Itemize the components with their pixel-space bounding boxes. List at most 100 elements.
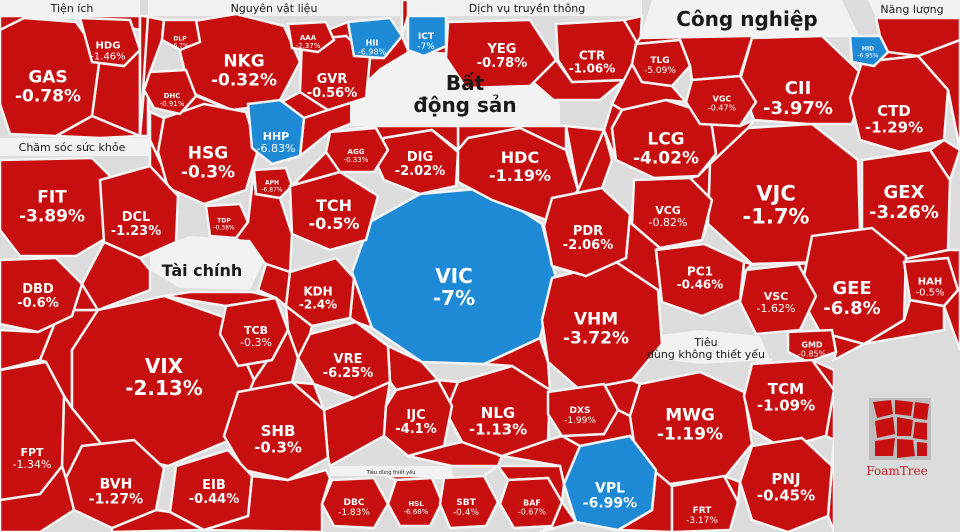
stock-cell-hid[interactable] <box>848 34 890 68</box>
stock-cell-pnj[interactable] <box>738 436 834 532</box>
stock-cell-dbd[interactable] <box>0 256 84 334</box>
stock-ticker: KDH <box>303 284 332 298</box>
stock-ticker: DLP <box>173 36 187 43</box>
stock-cell-vhm[interactable] <box>540 260 664 392</box>
stock-ticker: FIT <box>37 188 67 208</box>
stock-cell-dbc[interactable] <box>320 476 390 530</box>
stock-ticker: YEG <box>487 42 517 57</box>
stock-ticker: ICT <box>418 32 435 42</box>
stock-ticker: GMD <box>801 341 823 350</box>
stock-ticker: DXS <box>570 406 591 416</box>
stock-cell-dxs[interactable] <box>546 382 620 438</box>
stock-cell-sbt[interactable] <box>438 474 500 530</box>
sector-banner <box>0 0 140 16</box>
stock-change: -6.68% <box>404 508 429 516</box>
stock-cell-agg[interactable] <box>324 126 390 174</box>
stock-cell-shb[interactable] <box>222 380 330 482</box>
stock-cell-aaa[interactable] <box>286 20 336 54</box>
stock-change: -6.87% <box>261 186 283 193</box>
sector-banner <box>868 0 960 18</box>
stock-change: -6.98% <box>358 47 387 56</box>
stock-ticker: SBT <box>456 498 476 508</box>
stock-cell-tcb[interactable] <box>218 296 290 368</box>
stock-ticker: VPL <box>595 480 625 496</box>
stock-ticker: VIX <box>145 354 184 378</box>
stock-change: -1.83% <box>338 508 370 518</box>
stock-cell-tlg[interactable] <box>630 38 692 88</box>
stock-cell-ctd[interactable] <box>848 54 950 154</box>
stock-cell-vcg[interactable] <box>630 176 714 250</box>
stock-ticker: PC1 <box>687 264 713 278</box>
stock-cell-ict[interactable] <box>406 14 448 58</box>
stock-cell-dlp[interactable] <box>160 18 202 52</box>
stock-cell-dhc[interactable] <box>142 68 198 116</box>
stock-change: -4.02% <box>633 148 699 168</box>
stock-cell-vix[interactable] <box>70 294 256 468</box>
stock-cell-fpt[interactable] <box>0 360 66 502</box>
sector-label: Chăm sóc sức khỏe <box>19 141 126 154</box>
stock-change: -3.89% <box>19 206 85 226</box>
foamtree-logo: FoamTree <box>834 360 960 532</box>
stock-ticker: PNJ <box>771 470 800 488</box>
stock-cell-dcl[interactable] <box>98 164 180 260</box>
sector-label: Tiện ích <box>50 2 94 15</box>
stock-cell-yeg[interactable] <box>444 18 558 90</box>
stock-ticker: VGC <box>713 95 732 104</box>
small-stock-cell <box>203 468 332 532</box>
stock-change: -0.78% <box>15 86 81 106</box>
stock-cell-vgc[interactable] <box>684 74 758 128</box>
stock-cell-hsl[interactable] <box>386 476 444 528</box>
stock-ticker: TDP <box>217 218 231 225</box>
stock-ticker: IJC <box>406 408 425 423</box>
stock-ticker: VRE <box>334 352 363 367</box>
sector-label: Nguyên vật liệu <box>231 2 318 15</box>
stock-cell-frt[interactable] <box>670 474 740 532</box>
small-stock-cell <box>163 290 277 308</box>
stock-cell-hii[interactable] <box>346 16 404 60</box>
stock-ticker: EIB <box>202 478 226 493</box>
stock-ticker: AGG <box>348 148 365 156</box>
stock-change: -0.5% <box>308 214 359 233</box>
stock-ticker: SHB <box>261 422 296 440</box>
stock-cell-gas[interactable] <box>0 16 102 138</box>
stock-change: -0.45% <box>757 486 815 504</box>
small-stock-cell <box>256 262 292 309</box>
stock-cell-fit[interactable] <box>0 156 122 258</box>
stock-cell-pdr[interactable] <box>542 186 632 278</box>
stock-cell-vsc[interactable] <box>738 262 818 336</box>
stock-ticker: FRT <box>693 506 713 516</box>
stock-cell-baf[interactable] <box>498 476 564 530</box>
stock-cell-hdg[interactable] <box>78 16 142 68</box>
stock-cell-lcg[interactable] <box>610 98 718 180</box>
stock-ticker: AAA <box>300 34 317 42</box>
stock-cell-hhp[interactable] <box>246 98 306 166</box>
stock-cell-vre[interactable] <box>296 320 392 400</box>
stock-cell-ctr[interactable] <box>554 18 642 84</box>
stock-cell-hah[interactable] <box>902 256 960 308</box>
stock-change: -0.78% <box>477 56 528 71</box>
stock-cell-bvh[interactable] <box>64 438 166 530</box>
sector-label: Dịch vụ truyền thông <box>469 2 586 15</box>
stock-cell-eib[interactable] <box>168 448 254 532</box>
stock-cell-mwg[interactable] <box>628 370 754 486</box>
stock-cell-aph[interactable] <box>252 166 294 200</box>
stock-ticker: HDC <box>501 148 539 167</box>
stock-change: -0.91% <box>160 100 185 108</box>
stock-cell-tdp[interactable] <box>204 202 250 240</box>
stock-cell-kdh[interactable] <box>284 256 356 328</box>
foamtree-logo-icon <box>869 398 931 460</box>
stock-ticker: HAH <box>918 277 942 288</box>
stock-ticker: DIG <box>407 150 433 165</box>
stock-cell-hsg[interactable] <box>156 102 260 206</box>
stock-change: -3.97% <box>763 98 833 119</box>
stock-change: -5.09% <box>644 66 676 76</box>
stock-change: -0.56% <box>307 86 358 101</box>
stock-ticker: NKG <box>223 52 264 72</box>
stock-change: -1.99% <box>564 416 596 426</box>
sector-label: Tiêu dùng thiết yếu <box>366 469 416 476</box>
stock-cell-gmd[interactable] <box>786 328 838 364</box>
stock-cell-vpl[interactable] <box>562 434 658 532</box>
stock-change: -2.4% <box>299 298 337 312</box>
stock-ticker: VIC <box>435 264 473 288</box>
stock-cell-ijc[interactable] <box>382 378 454 458</box>
